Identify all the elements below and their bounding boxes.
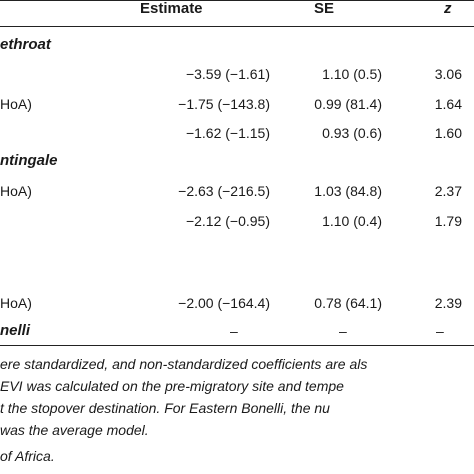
- z-cell: 1.64: [434, 96, 462, 112]
- row-label: HoA): [0, 96, 32, 112]
- footnote-line: t the stopover destination. For Eastern …: [0, 400, 330, 416]
- estimate-cell: −2.12 (−0.95): [185, 213, 270, 229]
- se-cell: –: [339, 323, 347, 339]
- footnote-line: EVI was calculated on the pre-migratory …: [0, 378, 344, 394]
- row-label: HoA): [0, 183, 32, 199]
- species-label: nelli: [0, 322, 31, 339]
- se-cell: 0.99 (81.4): [314, 96, 382, 112]
- estimate-cell: −1.75 (−143.8): [178, 96, 270, 112]
- z-cell: –: [436, 323, 444, 339]
- header-z: z: [444, 0, 452, 17]
- se-cell: 1.03 (84.8): [314, 183, 382, 199]
- estimate-cell: −2.63 (−216.5): [178, 183, 270, 199]
- table-top-rule: [0, 0, 474, 1]
- se-cell: 1.10 (0.5): [322, 66, 382, 82]
- estimate-cell: –: [230, 323, 238, 339]
- estimate-cell: −1.62 (−1.15): [185, 125, 270, 141]
- z-cell: 3.06: [434, 66, 462, 82]
- species-label: ethroat: [0, 36, 51, 53]
- footnote-line: of Africa.: [0, 448, 55, 464]
- species-label: ntingale: [0, 152, 58, 169]
- z-cell: 2.39: [434, 295, 462, 311]
- se-cell: 0.93 (0.6): [322, 125, 382, 141]
- row-label: HoA): [0, 295, 32, 311]
- se-cell: 1.10 (0.4): [322, 213, 382, 229]
- header-se: SE: [314, 0, 335, 17]
- header-estimate: Estimate: [140, 0, 203, 17]
- z-cell: 1.79: [434, 213, 462, 229]
- z-cell: 2.37: [434, 183, 462, 199]
- header-bottom-rule: [0, 26, 474, 27]
- estimate-cell: −3.59 (−1.61): [185, 66, 270, 82]
- table-bottom-rule: [0, 345, 474, 346]
- estimate-cell: −2.00 (−164.4): [178, 295, 270, 311]
- z-cell: 1.60: [434, 125, 462, 141]
- footnote-line: ere standardized, and non-standardized c…: [0, 356, 368, 372]
- se-cell: 0.78 (64.1): [314, 295, 382, 311]
- footnote-line: was the average model.: [0, 422, 149, 438]
